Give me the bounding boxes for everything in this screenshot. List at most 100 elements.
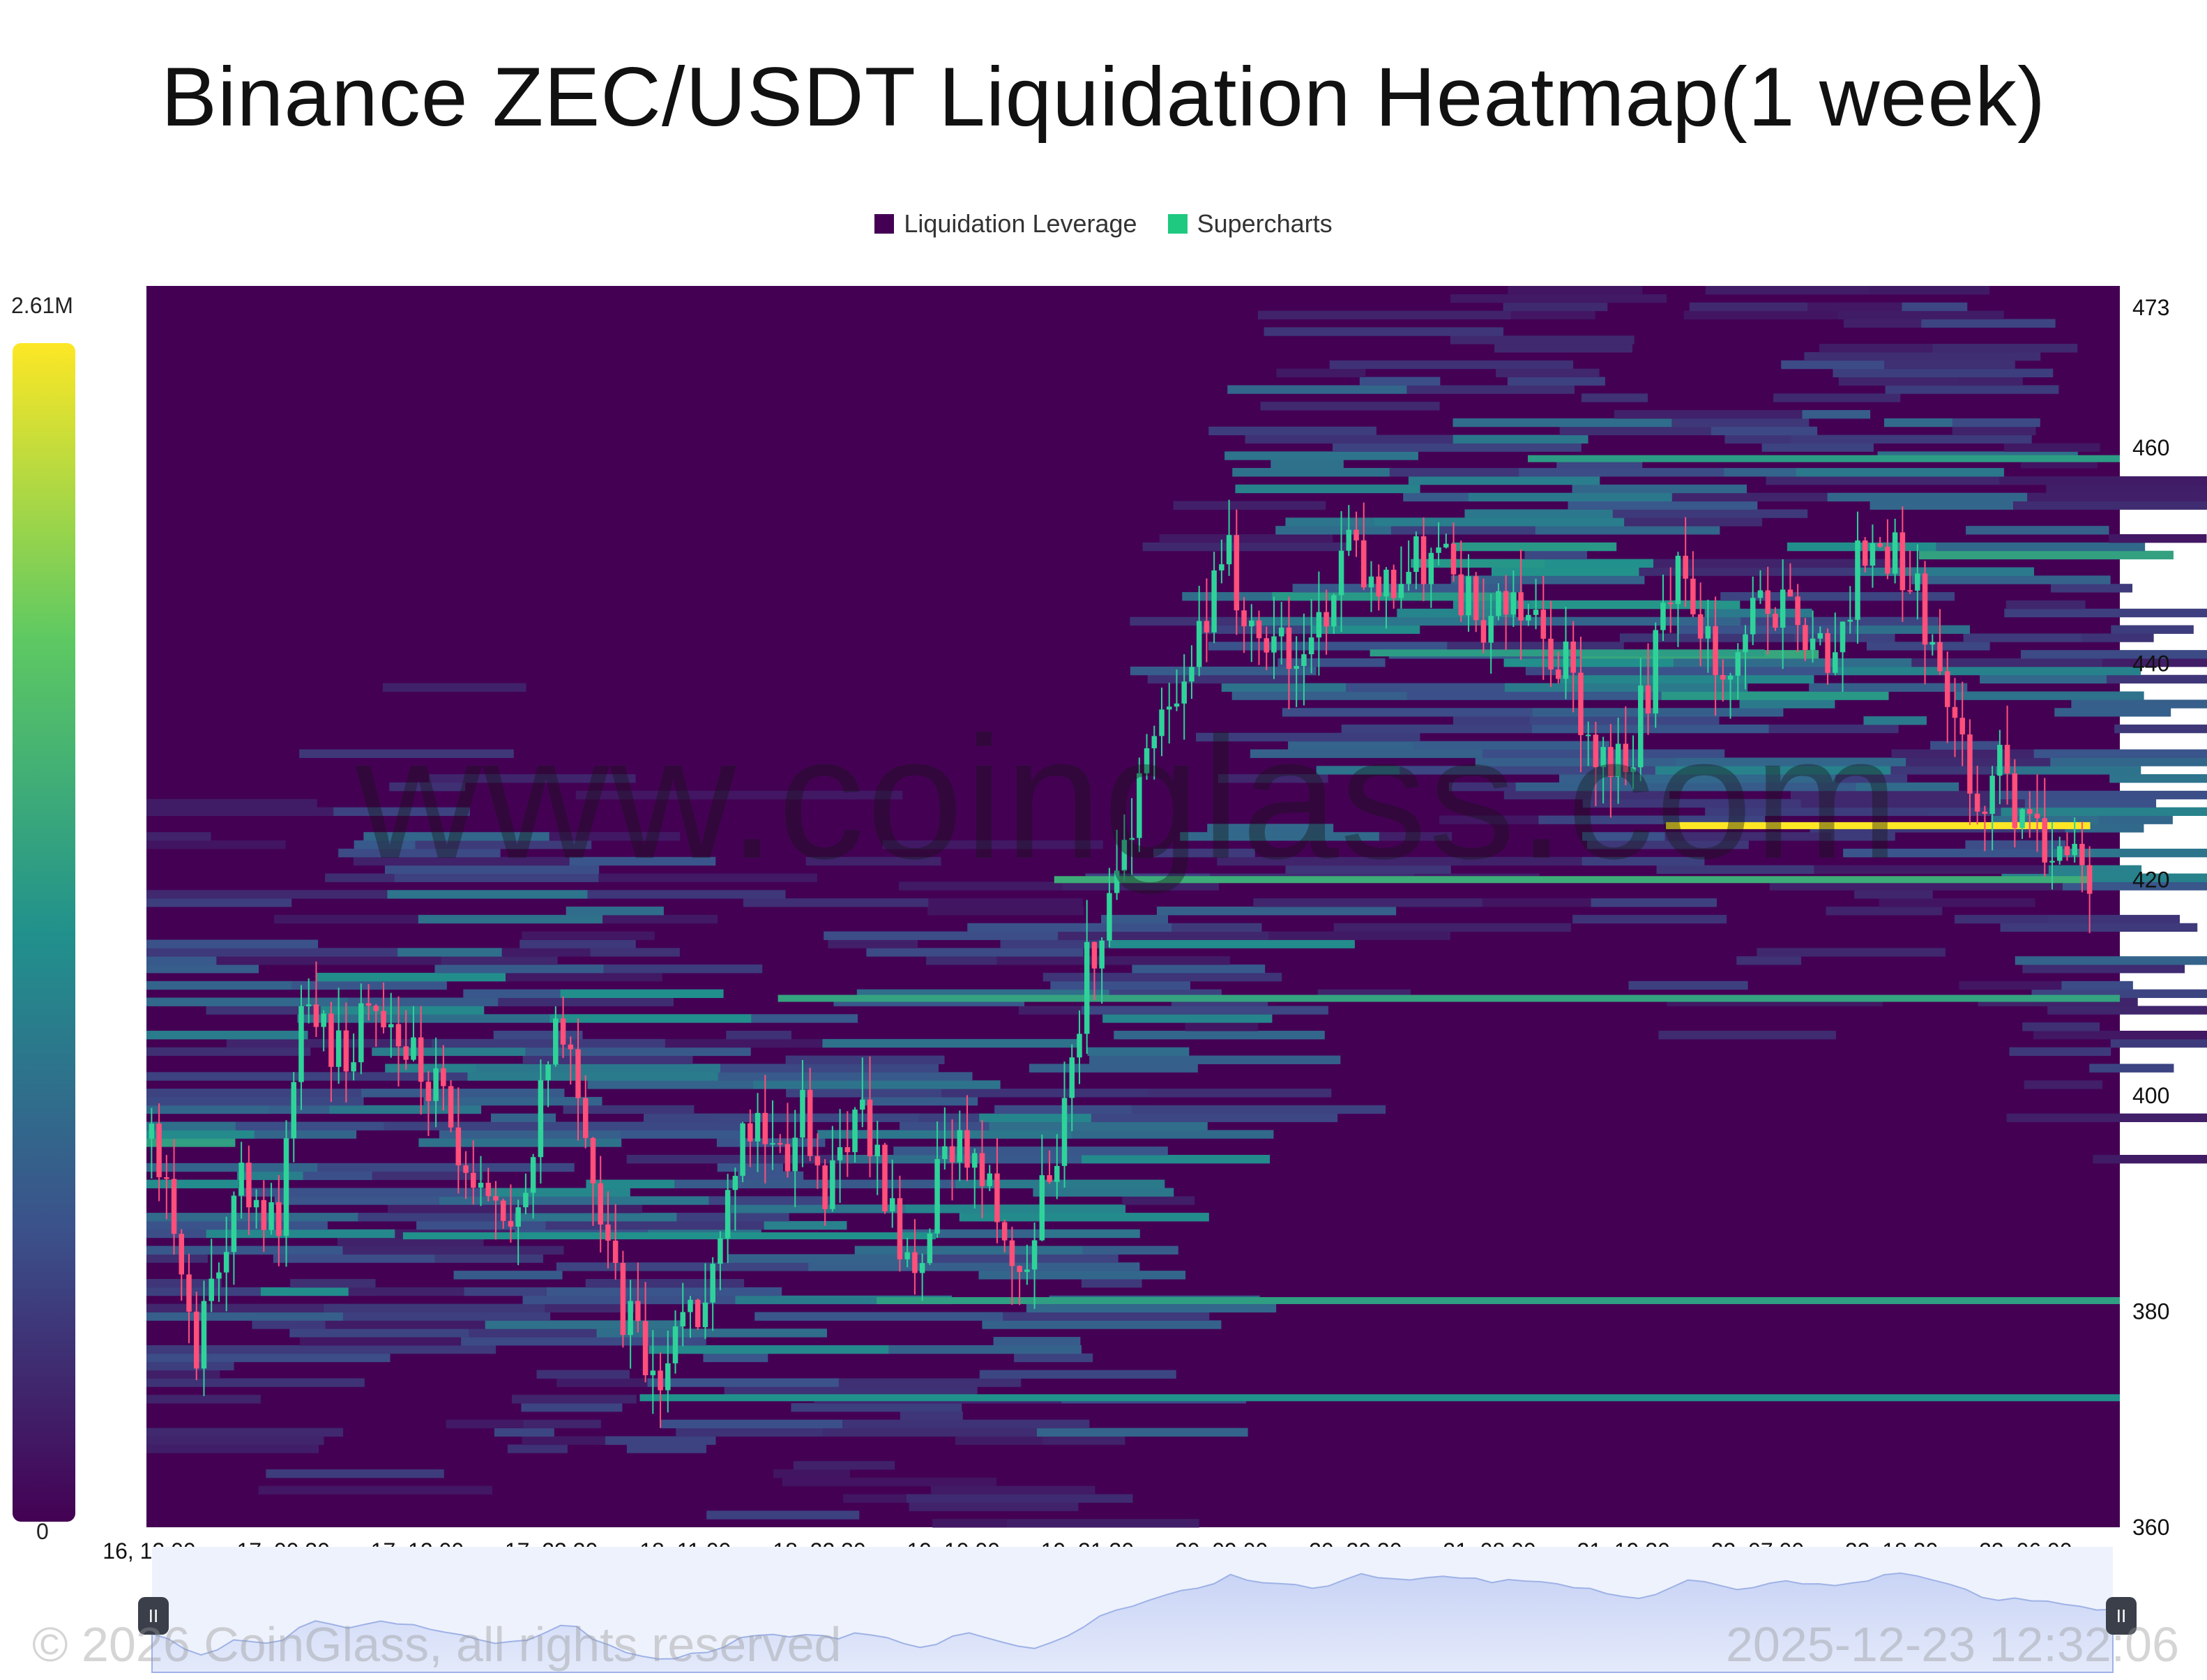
heat-cell	[979, 1370, 1176, 1379]
legend-item-supercharts[interactable]: Supercharts	[1167, 209, 1333, 239]
heat-cell	[2020, 650, 2207, 659]
candle-body	[1137, 773, 1142, 838]
heat-cell	[268, 1105, 331, 1114]
heat-cell	[146, 1312, 344, 1321]
heat-cell	[1866, 642, 1990, 651]
heat-cell	[754, 1312, 1004, 1321]
candle-body	[1316, 612, 1322, 638]
heat-cell	[979, 1113, 1092, 1123]
candle-body	[1683, 555, 1688, 579]
y-tick-label: 360	[2132, 1515, 2169, 1540]
heat-cell	[1999, 790, 2207, 800]
heat-cell	[333, 807, 470, 816]
candle-body	[792, 1137, 798, 1172]
heat-cell	[498, 997, 674, 1006]
heat-cell	[429, 774, 636, 783]
heat-cell	[1411, 559, 1546, 568]
heat-cell	[384, 865, 600, 875]
legend-swatch	[874, 214, 895, 234]
heat-cell	[1253, 898, 1483, 907]
heat-cell	[501, 948, 591, 957]
heat-cell	[1507, 377, 1605, 386]
heat-cell	[1664, 832, 1833, 841]
candle-body	[1563, 641, 1569, 679]
heat-cell	[1006, 1519, 1199, 1528]
heat-cell	[316, 972, 507, 982]
candle-body	[568, 1044, 574, 1050]
heat-cell	[1644, 774, 1837, 783]
heat-cell	[146, 1047, 311, 1057]
heat-cell	[1581, 393, 1648, 402]
heat-cell	[1911, 658, 2103, 667]
candle-body	[538, 1080, 544, 1158]
heat-cell	[1122, 1196, 1194, 1205]
heat-cell	[1676, 625, 1856, 634]
heat-cell	[1726, 782, 1857, 792]
heat-cell	[1182, 592, 1273, 601]
heat-cell	[507, 1444, 568, 1453]
heat-cell	[1496, 616, 1742, 626]
heat-cell	[982, 1320, 1222, 1329]
heat-cell	[545, 1220, 765, 1230]
candle-body	[1810, 638, 1816, 651]
heat-cell	[549, 1014, 752, 1023]
heat-cell	[1221, 683, 1347, 692]
candle-body	[1458, 574, 1464, 616]
heat-cell	[1918, 550, 2174, 560]
heat-cell	[1790, 567, 1859, 576]
heat-cell	[918, 1113, 980, 1123]
heat-cell	[1447, 642, 1624, 651]
heat-cell	[1568, 501, 1758, 510]
candle-body	[1166, 706, 1172, 710]
heat-cell	[959, 1213, 1209, 1222]
heat-cell	[1503, 658, 1674, 667]
candle-body	[784, 1144, 791, 1172]
candle-body	[403, 1046, 409, 1060]
candle-body	[1249, 620, 1254, 627]
candle-body	[1144, 748, 1150, 773]
heat-cell	[146, 807, 335, 816]
heat-cell	[2054, 708, 2171, 717]
candle-body	[1001, 1222, 1008, 1241]
heat-cell	[1171, 923, 1262, 932]
candle-body	[1533, 610, 1539, 615]
heat-cell	[1091, 1113, 1338, 1123]
heat-cell	[453, 1271, 563, 1280]
candle-body	[1967, 734, 1973, 794]
heat-cell	[254, 1130, 357, 1139]
heat-cell	[1102, 1014, 1273, 1023]
heat-cell	[521, 1403, 623, 1412]
navigator-left-handle[interactable]: II	[138, 1597, 169, 1635]
candle-body	[2049, 861, 2055, 863]
heat-cell	[146, 1395, 261, 1404]
heat-cell	[2106, 674, 2207, 684]
navigator-right-handle[interactable]: II	[2106, 1597, 2137, 1635]
heat-cell	[967, 923, 1173, 932]
candle-body	[1526, 614, 1531, 621]
heat-cell	[545, 1303, 635, 1312]
heat-cell	[1787, 542, 1937, 552]
heat-cell	[909, 1502, 1079, 1511]
heat-cell	[1586, 840, 1749, 849]
heat-cell	[590, 948, 680, 957]
candle-body	[1390, 569, 1397, 598]
heat-cell	[2098, 815, 2173, 824]
candle-body	[238, 1163, 244, 1196]
legend-item-liquidation-leverage[interactable]: Liquidation Leverage	[874, 209, 1137, 239]
candle-body	[628, 1301, 633, 1335]
heat-cell	[2024, 799, 2157, 808]
candle-body	[1047, 1175, 1052, 1182]
heat-cell	[569, 856, 716, 866]
candle-body	[942, 1146, 948, 1160]
candle-body	[208, 1278, 214, 1301]
heat-cell	[1156, 907, 1397, 916]
heat-cell	[1560, 674, 1814, 684]
candle-body	[2056, 846, 2063, 861]
candle-body	[748, 1123, 753, 1142]
candle-body	[1271, 636, 1277, 653]
heat-cell	[2081, 633, 2154, 642]
candle-body	[814, 1156, 821, 1166]
candle-body	[1024, 1269, 1030, 1272]
heat-cell	[146, 1213, 359, 1222]
heat-cell	[1131, 1105, 1386, 1114]
